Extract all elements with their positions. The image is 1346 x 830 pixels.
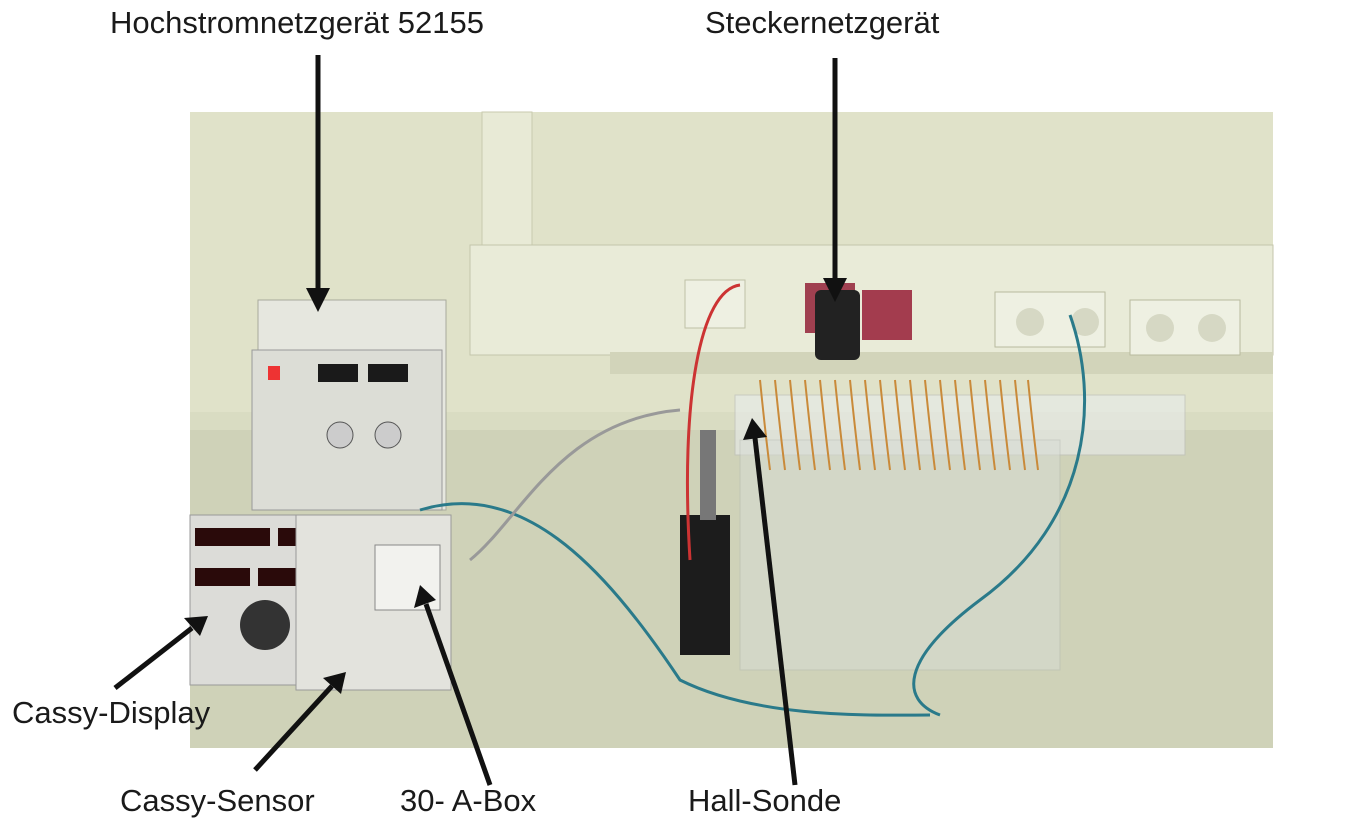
label: Hall-Sonde [688,783,841,818]
arrows [113,55,847,786]
label: 30- A-Box [400,783,537,818]
photo [189,111,1274,748]
label: Cassy-Sensor [120,783,315,818]
label: Cassy-Display [12,695,211,730]
label: Steckernetzgerät [705,5,940,40]
label: Hochstromnetzgerät 52155 [110,5,484,40]
